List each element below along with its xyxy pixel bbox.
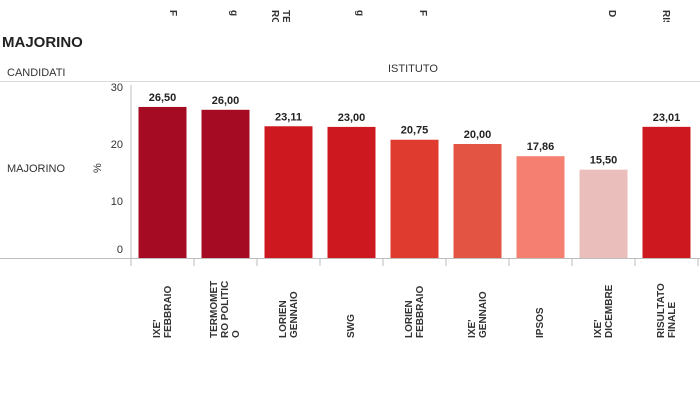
bar xyxy=(201,109,250,258)
bar xyxy=(327,126,376,259)
page-title: MAJORINO xyxy=(2,34,83,51)
header-divider xyxy=(0,81,700,82)
bar-value-label: 20,75 xyxy=(401,125,429,137)
bar xyxy=(138,106,187,258)
category-label: IPSOS xyxy=(535,307,546,338)
bar-value-label: 23,01 xyxy=(653,112,681,124)
y-tick-label: 30 xyxy=(111,82,123,94)
category-label: IXE' FEBBRAIO xyxy=(151,285,174,338)
y-tick-label: 0 xyxy=(117,244,123,256)
category-label: LORIEN FEBBRAIO xyxy=(403,285,426,338)
bar xyxy=(642,126,691,258)
bar xyxy=(579,169,628,258)
bar-value-label: 17,86 xyxy=(527,141,555,153)
bar-value-label: 23,00 xyxy=(338,112,366,124)
category-label: RISULTATO FINALE xyxy=(655,283,678,338)
row-label-candidate: MAJORINO xyxy=(7,163,66,175)
y-tick-label: 20 xyxy=(111,139,123,151)
y-tick-label: 10 xyxy=(111,196,123,208)
bar xyxy=(264,126,313,258)
category-label: SWG xyxy=(346,314,357,338)
header-candidati: CANDIDATI xyxy=(7,67,66,79)
header-istituto: ISTITUTO xyxy=(388,63,438,75)
bar-value-label: 15,50 xyxy=(590,155,618,167)
bar xyxy=(516,156,565,258)
bar-value-label: 20,00 xyxy=(464,129,492,141)
category-label: IXE' DICEMBRE xyxy=(592,284,615,338)
bar-value-label: 23,11 xyxy=(275,111,302,123)
category-label: TERMOMET RO POLITIC O xyxy=(209,280,242,338)
bar-value-label: 26,00 xyxy=(212,95,240,107)
bar xyxy=(390,139,439,258)
category-label: IXE' GENNAIO xyxy=(466,291,489,338)
bar xyxy=(453,144,502,258)
category-label: LORIEN GENNAIO xyxy=(277,291,300,338)
bar-value-label: 26,50 xyxy=(149,92,177,104)
